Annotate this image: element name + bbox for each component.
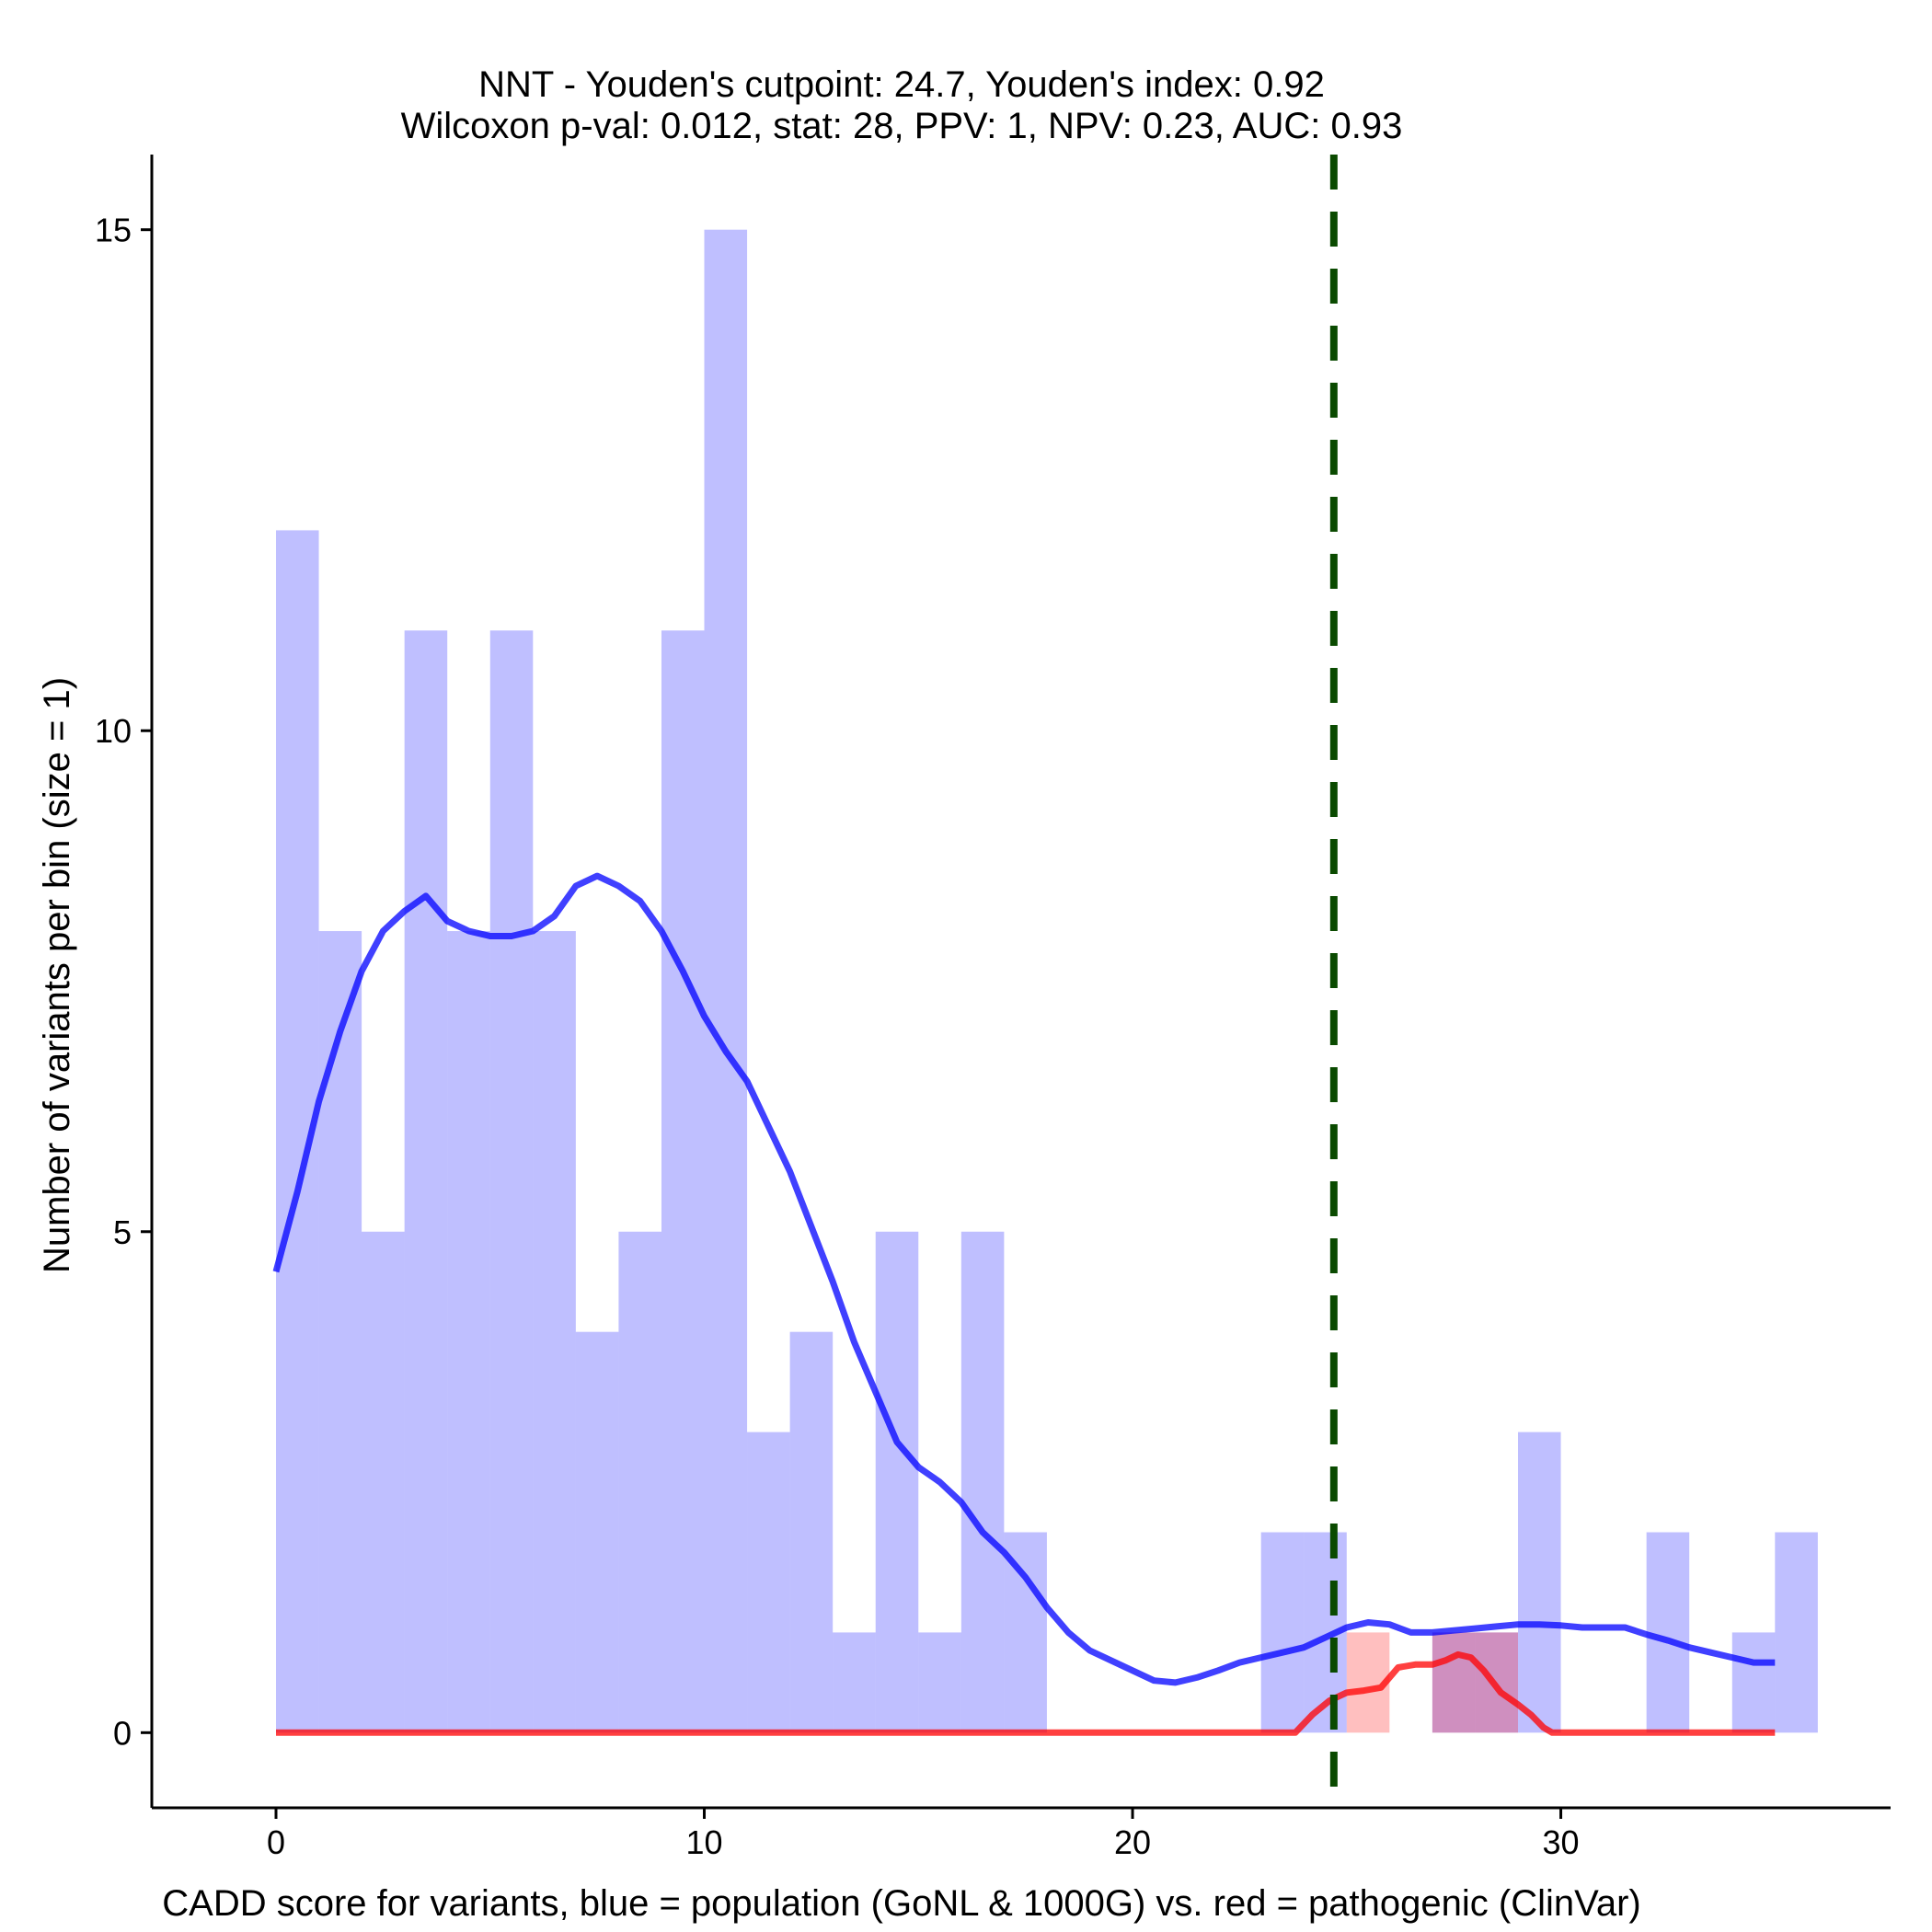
population-density-line [272, 872, 1776, 1686]
population-bar-9 [661, 630, 705, 1733]
population-bar-27 [1432, 1632, 1476, 1733]
population-bar-2 [362, 1231, 405, 1733]
y-tick-label-15: 15 [95, 212, 132, 249]
population-bar-15 [918, 1632, 961, 1733]
y-tick-label-10: 10 [95, 712, 132, 750]
x-tick-label-10: 10 [685, 1823, 722, 1861]
axes: 0 10 20 30 0 5 10 15 [95, 155, 1891, 1861]
pathogenic-density-line [276, 1650, 1776, 1736]
population-bar-23 [1260, 1532, 1305, 1733]
population-bar-12 [789, 1331, 834, 1733]
plot-area [272, 155, 1818, 1808]
population-bar-1 [318, 931, 362, 1733]
population-bar-4 [447, 931, 490, 1733]
population-bar-13 [833, 1632, 876, 1733]
population-bar-35 [1775, 1532, 1818, 1733]
x-tick-label-20: 20 [1114, 1823, 1151, 1861]
population-bar-16 [960, 1231, 1005, 1733]
y-tick-label-0: 0 [113, 1714, 132, 1752]
population-histogram [276, 229, 1818, 1733]
y-tick-label-5: 5 [113, 1213, 132, 1251]
population-bar-17 [1004, 1532, 1047, 1733]
y-axis-label: Number of variants per bin (size = 1) [37, 677, 77, 1273]
population-bar-8 [618, 1231, 661, 1733]
population-bar-14 [875, 1231, 919, 1733]
population-bar-5 [489, 630, 534, 1733]
population-bar-6 [533, 931, 576, 1733]
chart-title-line2: Wilcoxon p-val: 0.012, stat: 28, PPV: 1,… [401, 106, 1403, 146]
population-bar-7 [575, 1331, 619, 1733]
population-bar-34 [1731, 1632, 1776, 1733]
x-tick-label-0: 0 [267, 1823, 285, 1861]
x-axis-label: CADD score for variants, blue = populati… [162, 1883, 1640, 1924]
y-axis-ticks: 0 5 10 15 [95, 212, 152, 1752]
chart-title-line1: NNT - Youden's cutpoint: 24.7, Youden's … [478, 64, 1325, 105]
x-tick-label-30: 30 [1543, 1823, 1580, 1861]
population-bar-10 [704, 229, 748, 1733]
x-axis-ticks: 0 10 20 30 [267, 1808, 1580, 1861]
population-bar-3 [404, 630, 448, 1733]
population-bar-32 [1646, 1532, 1690, 1733]
population-bar-29 [1518, 1432, 1561, 1733]
population-bar-11 [747, 1432, 790, 1733]
pathogenic-bar-27 [1432, 1632, 1476, 1733]
